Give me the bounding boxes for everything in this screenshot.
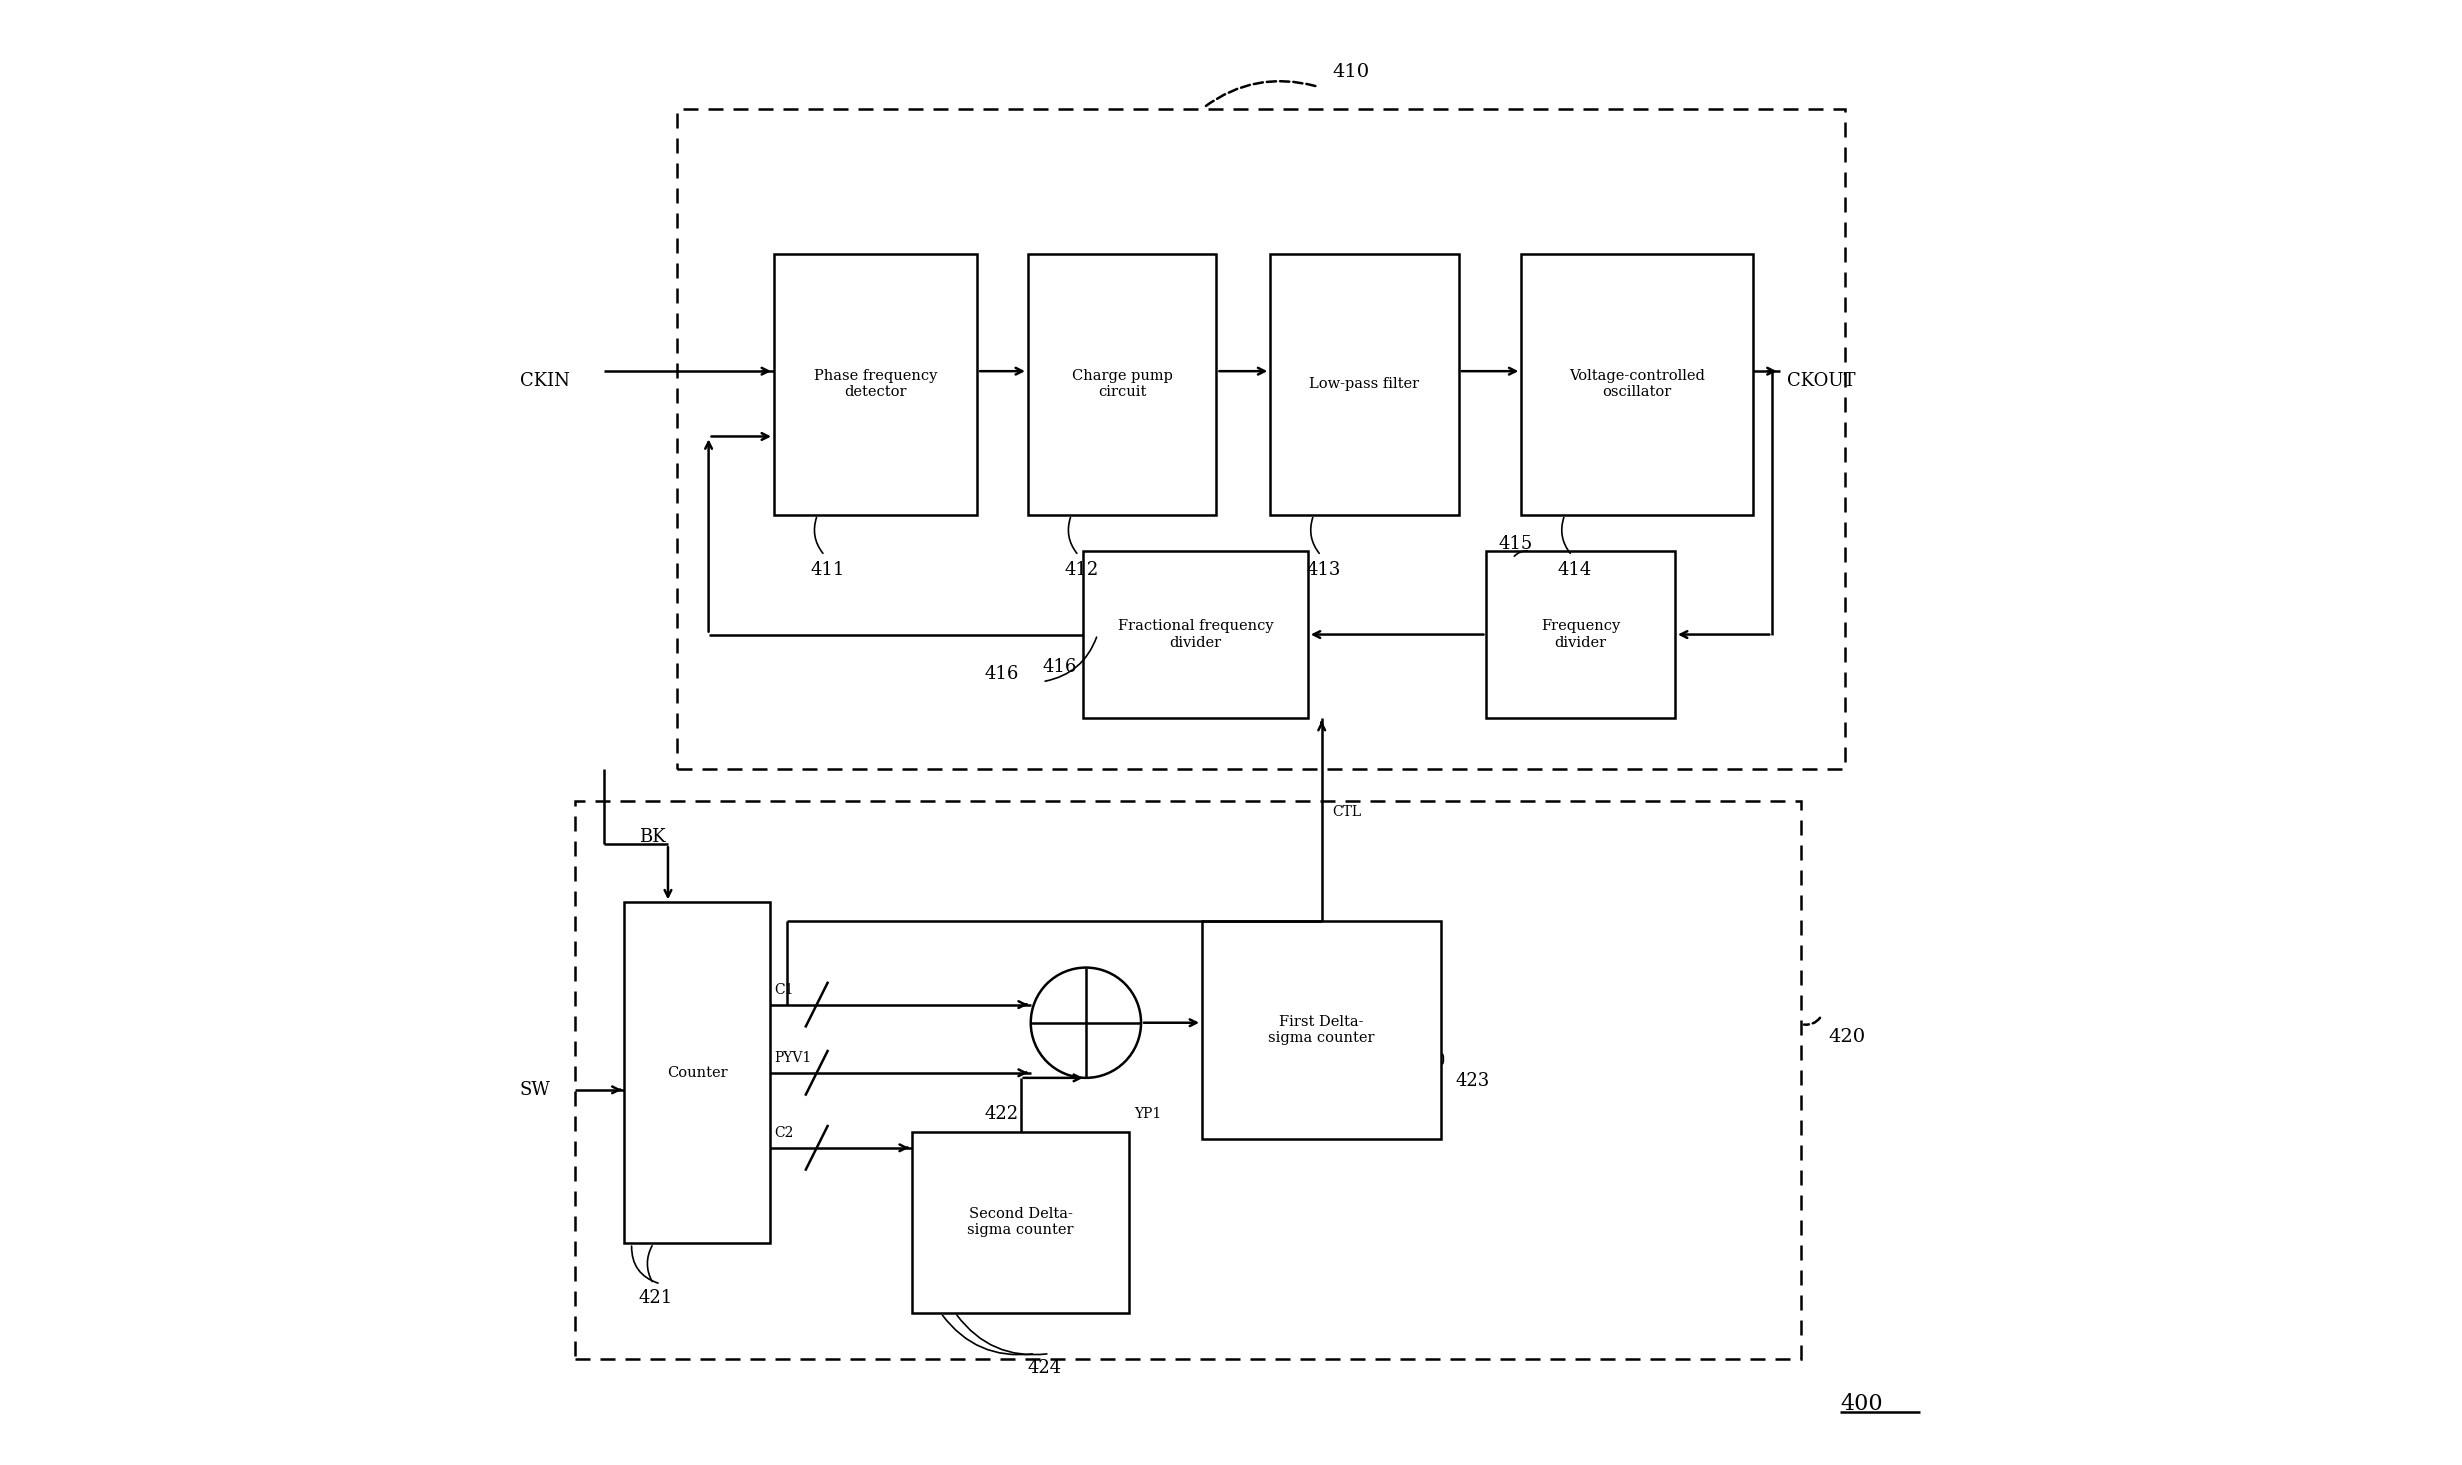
Text: 420: 420 — [1829, 1028, 1866, 1046]
Text: 400: 400 — [1842, 1393, 1883, 1415]
Text: Low-pass filter: Low-pass filter — [1310, 377, 1421, 391]
Text: CTL: CTL — [1332, 806, 1361, 819]
Text: 411: 411 — [810, 561, 844, 579]
Text: CKIN: CKIN — [519, 372, 569, 390]
Text: C1: C1 — [773, 983, 793, 998]
Bar — [625, 902, 771, 1244]
Text: BK: BK — [640, 828, 665, 845]
Bar — [677, 108, 1844, 769]
Text: Frequency
divider: Frequency divider — [1541, 620, 1620, 649]
Bar — [773, 253, 977, 514]
Text: First Delta-
sigma counter: First Delta- sigma counter — [1268, 1015, 1374, 1045]
Text: 415: 415 — [1497, 535, 1531, 552]
Text: 423: 423 — [1455, 1072, 1490, 1090]
Bar — [1270, 253, 1460, 514]
Text: Second Delta-
sigma counter: Second Delta- sigma counter — [968, 1207, 1073, 1238]
Text: PYV1: PYV1 — [773, 1052, 810, 1065]
Bar — [1083, 551, 1307, 718]
Text: YP1: YP1 — [1135, 1108, 1162, 1121]
Text: 410: 410 — [1332, 63, 1369, 81]
Text: 414: 414 — [1558, 561, 1593, 579]
Text: SW: SW — [519, 1081, 551, 1099]
Text: 416: 416 — [985, 665, 1019, 684]
Text: Counter: Counter — [667, 1065, 726, 1080]
Text: 421: 421 — [640, 1289, 672, 1307]
Bar — [1522, 253, 1753, 514]
Text: Voltage-controlled
oscillator: Voltage-controlled oscillator — [1568, 369, 1706, 400]
Text: CKOUT: CKOUT — [1787, 372, 1856, 390]
Bar — [576, 801, 1802, 1360]
Bar — [1027, 253, 1216, 514]
Bar — [1201, 921, 1440, 1138]
Text: 422: 422 — [985, 1105, 1019, 1124]
Text: 424: 424 — [1027, 1360, 1061, 1377]
Bar — [911, 1131, 1130, 1313]
Text: 416: 416 — [1041, 658, 1076, 677]
Text: Fractional frequency
divider: Fractional frequency divider — [1118, 620, 1273, 649]
Bar — [1487, 551, 1674, 718]
Text: Charge pump
circuit: Charge pump circuit — [1071, 369, 1172, 400]
Text: C2: C2 — [773, 1127, 793, 1140]
Text: 413: 413 — [1307, 561, 1342, 579]
Text: Phase frequency
detector: Phase frequency detector — [815, 369, 938, 400]
Circle shape — [1032, 967, 1140, 1078]
Text: 412: 412 — [1064, 561, 1098, 579]
